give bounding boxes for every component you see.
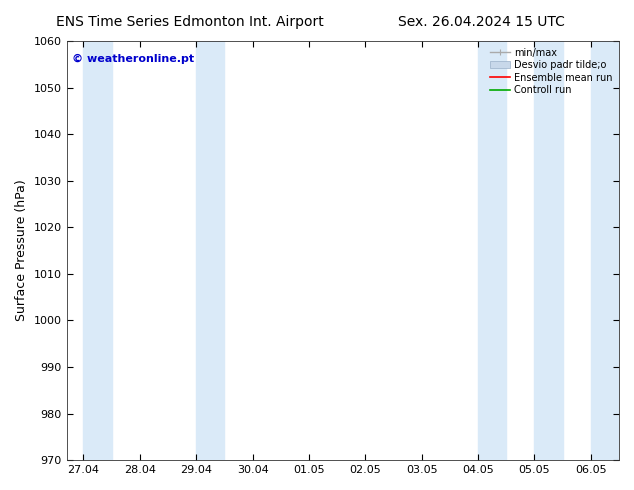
Text: ENS Time Series Edmonton Int. Airport: ENS Time Series Edmonton Int. Airport [56, 15, 324, 29]
Y-axis label: Surface Pressure (hPa): Surface Pressure (hPa) [15, 180, 28, 321]
Bar [591, 41, 619, 460]
Text: © weatheronline.pt: © weatheronline.pt [72, 53, 194, 64]
Bar [84, 41, 112, 460]
Legend: min/max, Desvio padr tilde;o, Ensemble mean run, Controll run: min/max, Desvio padr tilde;o, Ensemble m… [488, 46, 614, 97]
Bar [196, 41, 224, 460]
Bar [534, 41, 562, 460]
Text: Sex. 26.04.2024 15 UTC: Sex. 26.04.2024 15 UTC [398, 15, 566, 29]
Bar [478, 41, 507, 460]
